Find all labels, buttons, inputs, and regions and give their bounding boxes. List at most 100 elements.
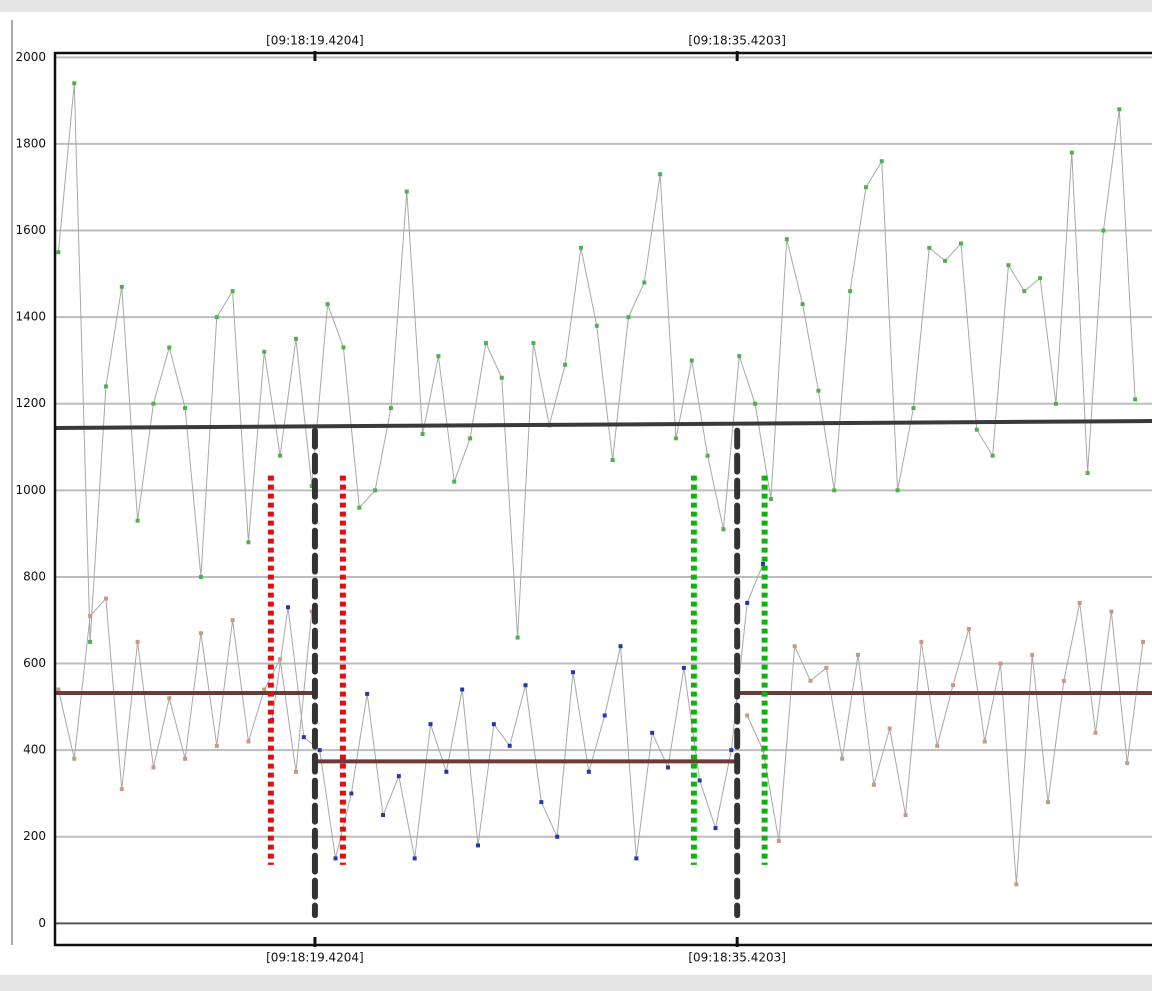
point xyxy=(476,843,481,848)
point xyxy=(135,518,140,523)
point xyxy=(761,561,766,566)
series-line xyxy=(746,602,1144,885)
point xyxy=(404,189,409,194)
point xyxy=(697,778,702,783)
point xyxy=(903,813,908,818)
point xyxy=(1053,401,1058,406)
series-line xyxy=(271,563,764,859)
point xyxy=(602,713,607,718)
point xyxy=(396,774,401,779)
point xyxy=(966,626,971,631)
point xyxy=(1125,761,1130,766)
point xyxy=(776,839,781,844)
point xyxy=(856,652,861,657)
point xyxy=(974,427,979,432)
point xyxy=(705,453,710,458)
point xyxy=(293,336,298,341)
point xyxy=(594,323,599,328)
point xyxy=(309,484,314,489)
y-tick-label: 400 xyxy=(23,743,46,757)
point xyxy=(373,488,378,493)
point xyxy=(745,600,750,605)
point xyxy=(460,687,465,692)
point xyxy=(103,384,108,389)
point xyxy=(1133,397,1138,402)
point xyxy=(681,665,686,670)
y-tick-label: 1800 xyxy=(15,136,46,150)
bottom-bar xyxy=(0,975,1152,991)
point xyxy=(816,388,821,393)
point xyxy=(982,739,987,744)
point xyxy=(167,345,172,350)
point xyxy=(951,683,956,688)
point xyxy=(792,644,797,649)
point xyxy=(1069,150,1074,155)
point xyxy=(72,81,77,86)
point xyxy=(1085,471,1090,476)
point xyxy=(523,683,528,688)
point xyxy=(1006,263,1011,268)
point xyxy=(293,769,298,774)
point xyxy=(634,856,639,861)
point xyxy=(286,605,291,610)
point xyxy=(1109,609,1114,614)
point xyxy=(198,631,203,636)
point xyxy=(673,436,678,441)
point xyxy=(895,488,900,493)
point xyxy=(365,691,370,696)
point xyxy=(491,722,496,727)
point xyxy=(666,765,671,770)
point xyxy=(911,406,916,411)
plot-frame xyxy=(53,51,1152,947)
point xyxy=(278,453,283,458)
point xyxy=(879,159,884,164)
point xyxy=(452,479,457,484)
point xyxy=(151,401,156,406)
point xyxy=(1117,107,1122,112)
point xyxy=(88,613,93,618)
point xyxy=(262,349,267,354)
point xyxy=(420,432,425,437)
point xyxy=(689,358,694,363)
point xyxy=(919,639,924,644)
point xyxy=(618,644,623,649)
point xyxy=(349,791,354,796)
point xyxy=(753,401,758,406)
point xyxy=(1030,652,1035,657)
point xyxy=(848,289,853,294)
point xyxy=(325,302,330,307)
point xyxy=(56,687,61,692)
point xyxy=(958,241,963,246)
point xyxy=(990,453,995,458)
point xyxy=(1141,639,1146,644)
point xyxy=(246,739,251,744)
point xyxy=(428,722,433,727)
point xyxy=(381,813,386,818)
point xyxy=(1014,882,1019,887)
point xyxy=(468,436,473,441)
point xyxy=(563,362,568,367)
top-bar xyxy=(0,0,1152,12)
point xyxy=(1077,600,1082,605)
point xyxy=(444,769,449,774)
point xyxy=(388,406,393,411)
point xyxy=(72,756,77,761)
point xyxy=(230,618,235,623)
point xyxy=(309,609,314,614)
point xyxy=(935,743,940,748)
point xyxy=(784,237,789,242)
point xyxy=(1022,289,1027,294)
point xyxy=(840,756,845,761)
point xyxy=(578,245,583,250)
point xyxy=(824,665,829,670)
point xyxy=(230,289,235,294)
y-tick-label: 600 xyxy=(23,656,46,670)
point xyxy=(301,735,306,740)
panel xyxy=(0,12,1152,975)
point xyxy=(499,375,504,380)
point xyxy=(586,769,591,774)
point xyxy=(1061,678,1066,683)
point xyxy=(317,748,322,753)
x-tick-label: [09:18:35.4203] xyxy=(688,951,786,965)
